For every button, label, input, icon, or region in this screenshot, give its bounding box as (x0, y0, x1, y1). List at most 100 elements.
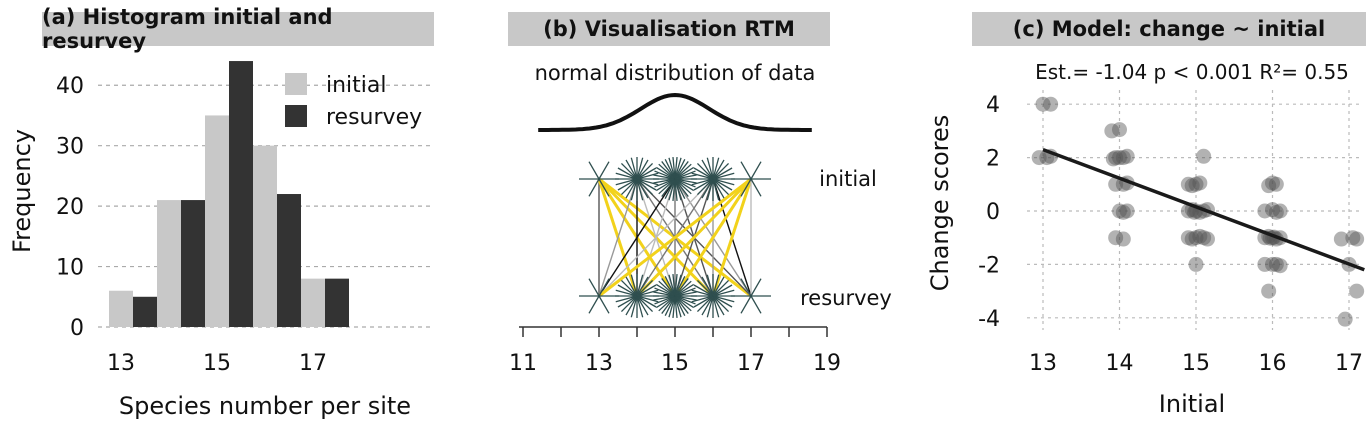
marker-initial (740, 161, 752, 180)
marker-resurvey (706, 274, 714, 297)
data-point (1265, 175, 1280, 191)
marker-initial (674, 178, 686, 199)
marker-initial (691, 172, 714, 180)
model-annotation: Est.= -1.04 p < 0.001 R²= 0.55 (1035, 60, 1349, 84)
data-point (1112, 122, 1127, 138)
marker-initial (750, 161, 762, 180)
marker-resurvey (636, 274, 644, 297)
marker-resurvey (696, 279, 714, 297)
row-label-initial: initial (819, 167, 877, 191)
data-point (1112, 150, 1127, 166)
x-tick-label: 13 (1029, 351, 1057, 376)
marker-resurvey (653, 295, 676, 301)
rtm-panel: (b) Visualisation RTM normal distributio… (450, 0, 900, 436)
x-tick-label: 17 (737, 351, 765, 376)
marker-resurvey (712, 295, 720, 318)
marker-resurvey (664, 276, 676, 297)
data-point (1035, 96, 1051, 112)
marker-resurvey (674, 291, 697, 297)
marker-initial (674, 178, 678, 201)
marker-resurvey (588, 295, 600, 314)
marker-resurvey (674, 274, 682, 297)
marker-initial (636, 178, 644, 201)
y-tick-label: -4 (978, 307, 1000, 332)
marker-initial (636, 172, 659, 180)
marker-initial (654, 170, 676, 180)
connection-line (598, 177, 752, 298)
connection-line (598, 178, 714, 297)
data-point (1119, 148, 1135, 164)
data-point (1333, 231, 1349, 247)
data-point (1031, 150, 1047, 166)
marker-initial (712, 178, 720, 201)
data-point (1108, 230, 1124, 246)
bar-initial (301, 278, 325, 327)
data-point (1043, 96, 1059, 112)
marker-initial (620, 178, 638, 196)
data-point (1188, 176, 1204, 192)
marker-initial (696, 178, 714, 196)
marker-resurvey (674, 287, 696, 297)
data-point (1272, 258, 1288, 274)
marker-initial (674, 166, 695, 180)
marker-resurvey (636, 279, 654, 297)
marker-resurvey (750, 295, 762, 314)
y-tick-label: 2 (986, 147, 1000, 172)
marker-resurvey (620, 295, 638, 313)
marker-initial (672, 157, 676, 180)
data-point (1180, 230, 1196, 246)
marker-initial (668, 157, 676, 180)
marker-initial (588, 178, 600, 197)
marker-resurvey (712, 295, 733, 308)
marker-initial (636, 178, 649, 199)
data-point (1337, 311, 1353, 327)
marker-resurvey (661, 295, 676, 314)
data-point (1265, 202, 1280, 218)
marker-resurvey (617, 284, 638, 297)
data-point (1105, 151, 1121, 167)
x-tick-label: 14 (1106, 351, 1134, 376)
y-axis-label: Change scores (926, 115, 954, 292)
marker-resurvey (658, 295, 676, 312)
x-tick-label: 17 (1335, 351, 1363, 376)
bar-initial (253, 145, 277, 327)
marker-resurvey (674, 295, 678, 318)
marker-initial (701, 178, 714, 199)
marker-initial (615, 172, 638, 180)
marker-resurvey (740, 278, 752, 297)
marker-initial (664, 178, 676, 199)
bar-resurvey (277, 194, 301, 327)
marker-resurvey (674, 283, 695, 297)
marker-initial (712, 162, 730, 180)
marker-initial (636, 178, 657, 191)
data-point (1180, 176, 1196, 192)
marker-resurvey (693, 284, 714, 297)
marker-resurvey (654, 287, 676, 297)
data-point (1345, 230, 1361, 246)
panel-c-title: (c) Model: change ~ initial (972, 12, 1366, 46)
marker-initial (674, 157, 678, 180)
panel-b-title: (b) Visualisation RTM (508, 12, 830, 46)
marker-resurvey (672, 274, 676, 297)
marker-resurvey (674, 295, 697, 301)
x-tick-label: 19 (813, 351, 841, 376)
scatter-panel: (c) Model: change ~ initial 13 14 15 16 17 -4… (900, 0, 1370, 436)
x-tick-label: 13 (107, 351, 135, 376)
marker-resurvey (625, 276, 638, 297)
marker-resurvey (598, 295, 610, 314)
marker-resurvey (636, 295, 654, 313)
data-point (1112, 203, 1127, 219)
marker-resurvey (706, 295, 714, 318)
marker-initial (674, 159, 686, 180)
marker-initial (674, 178, 696, 188)
marker-resurvey (740, 295, 752, 314)
data-point (1268, 176, 1284, 192)
marker-initial (674, 178, 697, 184)
marker-resurvey (636, 276, 649, 297)
y-tick-label: 10 (56, 256, 84, 281)
data-point (1192, 175, 1208, 191)
marker-initial (636, 157, 644, 180)
connection-line (673, 178, 753, 297)
marker-resurvey (674, 295, 686, 316)
marker-resurvey (691, 289, 714, 297)
